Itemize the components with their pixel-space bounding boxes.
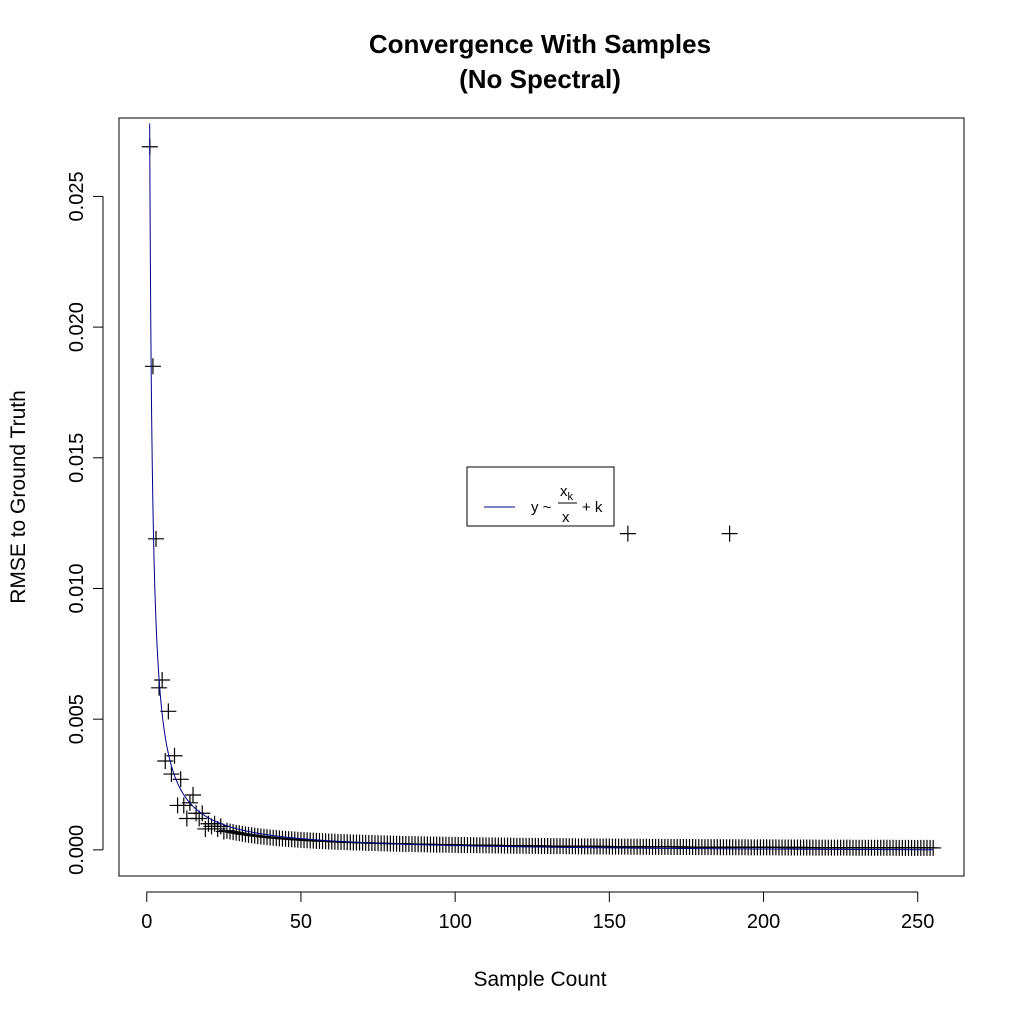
data-point [163, 766, 180, 783]
data-point [222, 823, 239, 840]
data-point [160, 703, 177, 720]
y-tick-label: 0.005 [66, 694, 88, 744]
x-tick-label: 0 [141, 911, 152, 933]
y-tick-label: 0.020 [66, 302, 88, 352]
y-tick-label: 0.015 [66, 433, 88, 483]
x-tick-label: 250 [901, 911, 934, 933]
data-point [185, 786, 202, 803]
data-point [148, 530, 165, 547]
legend-numerator-base: x [560, 483, 568, 500]
plot-frame [118, 117, 965, 877]
chart-title: Convergence With Samples [369, 29, 711, 59]
fit-curve [149, 123, 934, 851]
legend: y ~ xk x + k [466, 466, 615, 527]
x-tick-label: 150 [593, 911, 626, 933]
x-tick-label: 100 [438, 911, 471, 933]
data-point [175, 797, 192, 814]
data-point [925, 839, 942, 856]
y-axis-label: RMSE to Ground Truth [7, 390, 30, 604]
data-point [172, 771, 189, 788]
chart-subtitle: (No Spectral) [459, 64, 621, 94]
legend-lhs: y ~ [531, 499, 552, 516]
y-tick-label: 0.010 [66, 563, 88, 613]
y-tick-label: 0.025 [66, 171, 88, 221]
legend-numerator-sub: k [568, 491, 574, 503]
x-axis: 0 50 100 150 200 250 [141, 891, 934, 933]
legend-rhs: + k [582, 499, 603, 516]
x-tick-label: 50 [290, 911, 312, 933]
data-point [194, 805, 211, 822]
data-point [209, 820, 226, 837]
data-point [619, 525, 636, 542]
x-tick-label: 200 [747, 911, 780, 933]
legend-denominator: x [562, 509, 570, 526]
y-axis: 0.000 0.005 0.010 0.015 0.020 0.025 [66, 171, 104, 875]
x-axis-label: Sample Count [473, 968, 606, 991]
data-point [144, 358, 161, 375]
legend-numerator: xk [560, 483, 574, 503]
data-point [225, 824, 242, 841]
data-point [721, 525, 738, 542]
data-point [154, 671, 171, 688]
y-tick-label: 0.000 [66, 825, 88, 875]
legend-box [466, 466, 615, 527]
